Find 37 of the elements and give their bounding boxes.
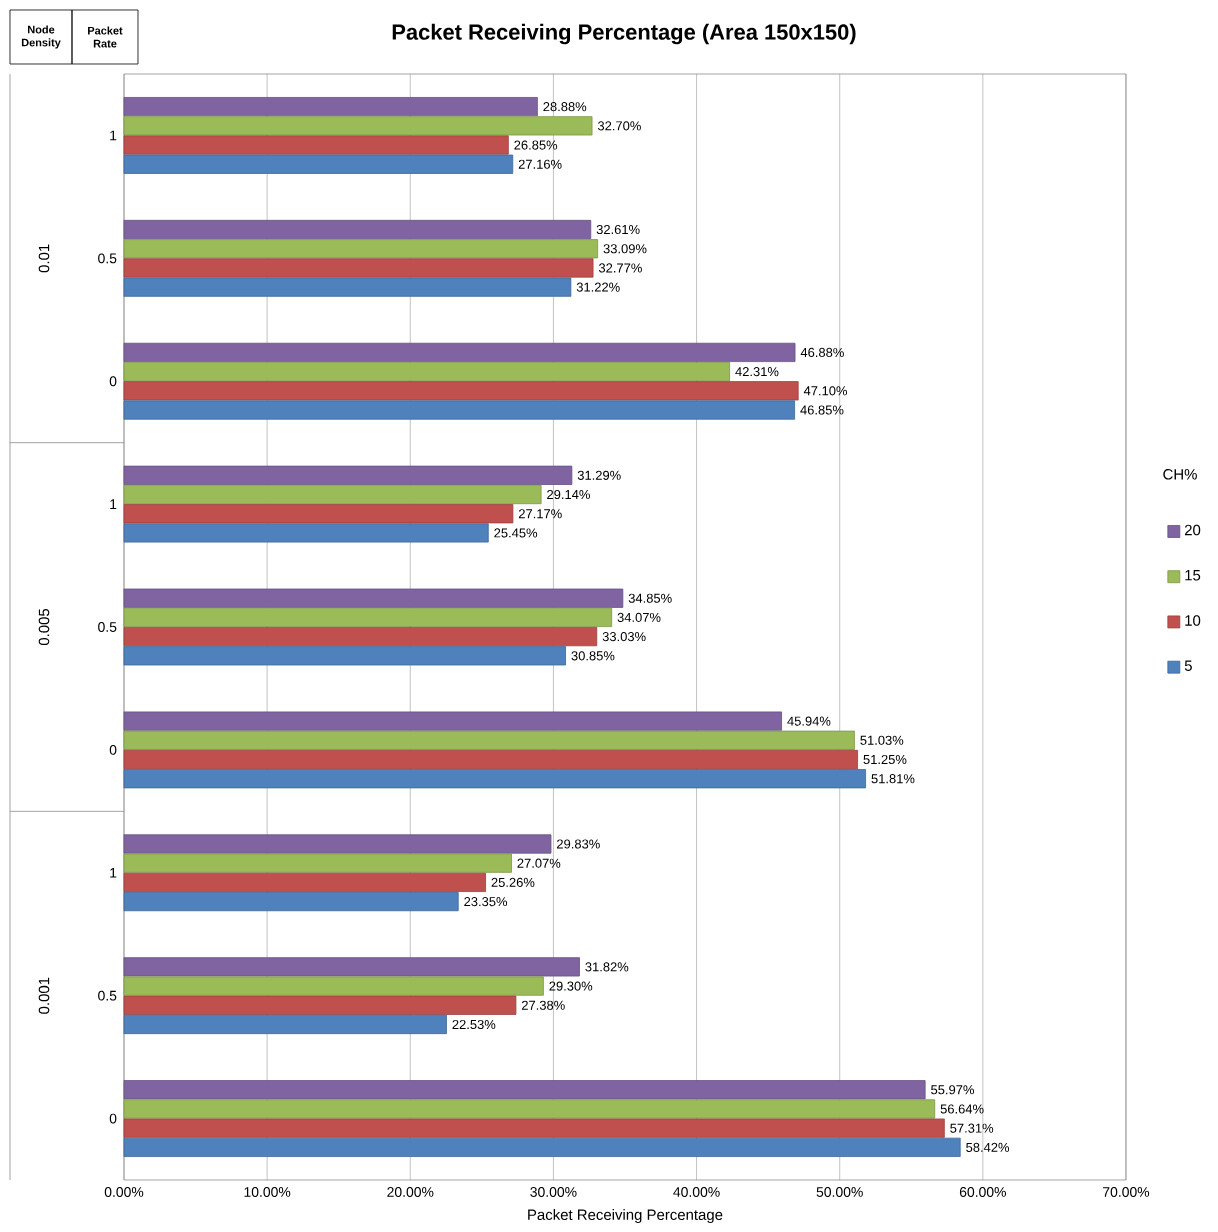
bar bbox=[123, 465, 573, 485]
bar bbox=[123, 607, 613, 627]
bar bbox=[123, 484, 542, 505]
bar bbox=[123, 400, 796, 420]
bar bbox=[123, 627, 598, 647]
bar bbox=[123, 1118, 945, 1138]
bar bbox=[123, 523, 489, 543]
bar bbox=[123, 258, 594, 278]
bar bbox=[123, 342, 796, 363]
bar bbox=[123, 116, 593, 136]
bar bbox=[123, 1099, 936, 1119]
bar bbox=[123, 1137, 961, 1157]
bar bbox=[123, 504, 514, 524]
bar bbox=[123, 769, 867, 789]
bar bbox=[123, 891, 459, 912]
bar bbox=[123, 239, 599, 259]
bar bbox=[123, 362, 731, 382]
bar bbox=[123, 1080, 926, 1100]
bar bbox=[123, 1014, 447, 1035]
bar bbox=[123, 872, 486, 892]
bar bbox=[123, 97, 538, 117]
bar bbox=[123, 219, 592, 240]
bar bbox=[123, 957, 580, 977]
bar bbox=[123, 995, 517, 1015]
bar bbox=[123, 588, 624, 608]
chart-title: Packet Receiving Percentage (Area 150x150) bbox=[392, 23, 856, 45]
bar bbox=[123, 711, 782, 731]
bar bbox=[123, 834, 552, 854]
bar bbox=[123, 730, 855, 750]
bar bbox=[123, 154, 514, 174]
bar bbox=[123, 749, 858, 770]
bar bbox=[123, 976, 544, 996]
bar bbox=[123, 135, 509, 155]
bar bbox=[123, 853, 512, 873]
bar bbox=[123, 381, 799, 401]
bar bbox=[123, 277, 572, 297]
bar bbox=[123, 646, 566, 666]
